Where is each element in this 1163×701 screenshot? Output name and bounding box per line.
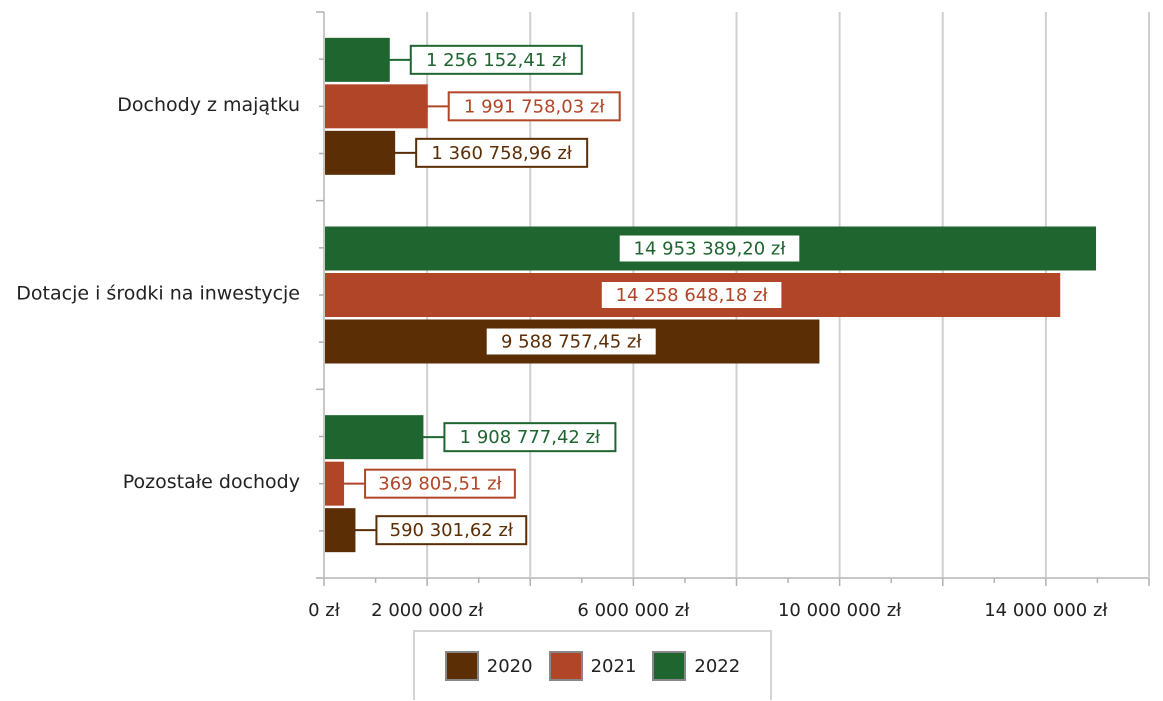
data-label-box [364,468,516,499]
data-label-box [484,326,658,357]
legend-item-2020: 2020 [444,651,533,681]
data-label-box [599,280,784,310]
category-label: Dochody z majątku [117,94,300,116]
data-label: 1 256 152,41 zł [426,50,567,71]
data-label: 14 953 389,20 zł [634,239,787,260]
x-tick-label: 0 zł [308,600,341,621]
data-label-box [447,91,621,122]
legend-swatch [444,651,479,681]
legend-label: 2022 [694,655,741,677]
data-label: 1 991 758,03 zł [464,96,605,117]
bar-2021 [325,461,345,506]
data-label-box [415,137,589,168]
data-label: 9 588 757,45 zł [501,332,642,353]
legend-item-2022: 2022 [652,651,740,681]
bar-2022 [325,415,424,460]
category-label: Pozostałe dochody [123,471,300,493]
x-tick-label: 10 000 000 zł [778,600,902,621]
x-tick-label: 14 000 000 zł [984,600,1108,621]
bar-2021 [325,84,428,129]
legend-label: 2021 [590,655,637,677]
bar-2022 [325,37,390,82]
data-label-box [375,515,528,546]
bar-2020 [325,130,396,175]
legend-label: 2020 [486,655,533,677]
data-label: 369 805,51 zł [378,474,502,495]
x-tick-label: 2 000 000 zł [371,600,484,621]
legend-swatch [652,651,687,681]
data-label: 1 908 777,42 zł [460,427,601,448]
data-label-box [617,233,802,264]
data-label: 1 360 758,96 zł [431,143,572,164]
x-tick-label: 6 000 000 zł [577,600,690,621]
legend-swatch [548,651,583,681]
data-label-box [409,44,583,75]
data-label: 590 301,62 zł [390,520,514,541]
data-label: 14 258 648,18 zł [616,285,769,306]
legend-item-2021: 2021 [548,651,637,681]
chart-legend: 2020 2021 2022 [413,630,772,700]
bar-2020 [325,508,356,553]
category-label: Dotacje i środki na inwestycje [16,283,300,305]
data-label-box [443,422,617,453]
